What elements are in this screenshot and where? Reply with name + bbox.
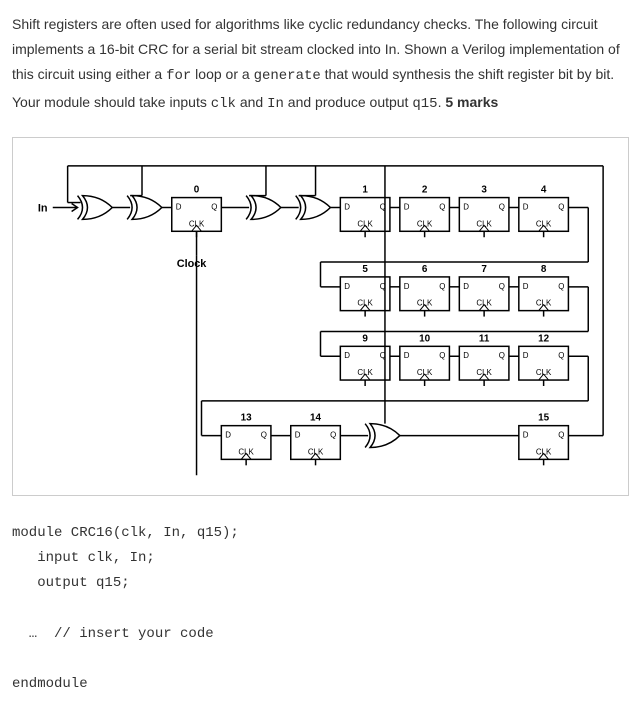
svg-text:CLK: CLK [536, 447, 552, 456]
problem-statement: Shift registers are often used for algor… [12, 12, 629, 117]
svg-text:CLK: CLK [476, 298, 492, 307]
svg-text:CLK: CLK [238, 447, 254, 456]
svg-text:D: D [523, 202, 529, 211]
text-part-mono: for [166, 68, 191, 84]
svg-text:9: 9 [362, 333, 368, 344]
svg-text:CLK: CLK [536, 298, 552, 307]
svg-text:1: 1 [362, 184, 368, 195]
svg-text:Q: Q [558, 430, 564, 439]
svg-text:CLK: CLK [357, 368, 373, 377]
svg-text:2: 2 [422, 184, 428, 195]
text-part-mono: generate [254, 68, 321, 84]
svg-text:D: D [523, 282, 529, 291]
svg-text:13: 13 [241, 412, 253, 423]
svg-text:D: D [404, 202, 410, 211]
svg-text:In: In [38, 202, 48, 214]
svg-text:Q: Q [558, 202, 564, 211]
svg-text:Q: Q [330, 430, 336, 439]
circuit-diagram: 0DQCLK1DQCLK2DQCLK3DQCLK4DQCLK5DQCLK6DQC… [12, 137, 629, 496]
code-line: … // insert your code [12, 626, 214, 642]
text-part-mono: q15 [412, 96, 437, 112]
svg-text:Q: Q [499, 351, 505, 360]
code-block: module CRC16(clk, In, q15); input clk, I… [12, 521, 629, 697]
svg-text:CLK: CLK [417, 368, 433, 377]
svg-text:Q: Q [558, 351, 564, 360]
svg-text:D: D [225, 430, 231, 439]
svg-text:D: D [176, 202, 182, 211]
svg-text:D: D [523, 430, 529, 439]
svg-text:CLK: CLK [308, 447, 324, 456]
code-line: output q15; [12, 575, 130, 591]
svg-text:11: 11 [479, 333, 490, 344]
svg-text:D: D [295, 430, 301, 439]
svg-text:CLK: CLK [357, 298, 373, 307]
svg-text:D: D [344, 282, 350, 291]
svg-text:6: 6 [422, 264, 428, 275]
svg-text:D: D [523, 351, 529, 360]
svg-text:10: 10 [419, 333, 431, 344]
code-line: endmodule [12, 676, 88, 692]
svg-text:CLK: CLK [357, 219, 373, 228]
svg-text:Q: Q [211, 202, 217, 211]
svg-text:CLK: CLK [476, 219, 492, 228]
text-part: and [236, 94, 267, 110]
svg-text:7: 7 [481, 264, 487, 275]
svg-text:Clock: Clock [177, 258, 208, 270]
svg-text:D: D [463, 202, 469, 211]
svg-text:3: 3 [481, 184, 487, 195]
svg-text:5: 5 [362, 264, 368, 275]
text-part-mono: In [267, 96, 284, 112]
svg-text:CLK: CLK [536, 368, 552, 377]
svg-text:8: 8 [541, 264, 547, 275]
text-part: and produce output [284, 94, 412, 110]
svg-text:Q: Q [499, 282, 505, 291]
circuit-svg: 0DQCLK1DQCLK2DQCLK3DQCLK4DQCLK5DQCLK6DQC… [23, 148, 618, 485]
svg-text:Q: Q [439, 351, 445, 360]
svg-text:4: 4 [541, 184, 547, 195]
text-part: loop or a [191, 66, 253, 82]
svg-text:12: 12 [538, 333, 550, 344]
svg-text:CLK: CLK [536, 219, 552, 228]
svg-text:D: D [344, 202, 350, 211]
code-line: input clk, In; [12, 550, 155, 566]
svg-text:Q: Q [558, 282, 564, 291]
svg-text:CLK: CLK [417, 219, 433, 228]
svg-text:CLK: CLK [189, 219, 205, 228]
svg-text:15: 15 [538, 412, 550, 423]
code-line: module CRC16(clk, In, q15); [12, 525, 239, 541]
svg-text:D: D [344, 351, 350, 360]
svg-text:Q: Q [261, 430, 267, 439]
svg-text:0: 0 [194, 184, 200, 195]
svg-text:CLK: CLK [476, 368, 492, 377]
svg-text:D: D [404, 282, 410, 291]
svg-text:Q: Q [499, 202, 505, 211]
svg-text:Q: Q [439, 282, 445, 291]
svg-text:Q: Q [439, 202, 445, 211]
text-part-bold: 5 marks [445, 94, 498, 110]
svg-text:D: D [463, 282, 469, 291]
svg-text:D: D [463, 351, 469, 360]
svg-text:14: 14 [310, 412, 322, 423]
text-part-mono: clk [211, 96, 236, 112]
svg-text:CLK: CLK [417, 298, 433, 307]
svg-text:D: D [404, 351, 410, 360]
